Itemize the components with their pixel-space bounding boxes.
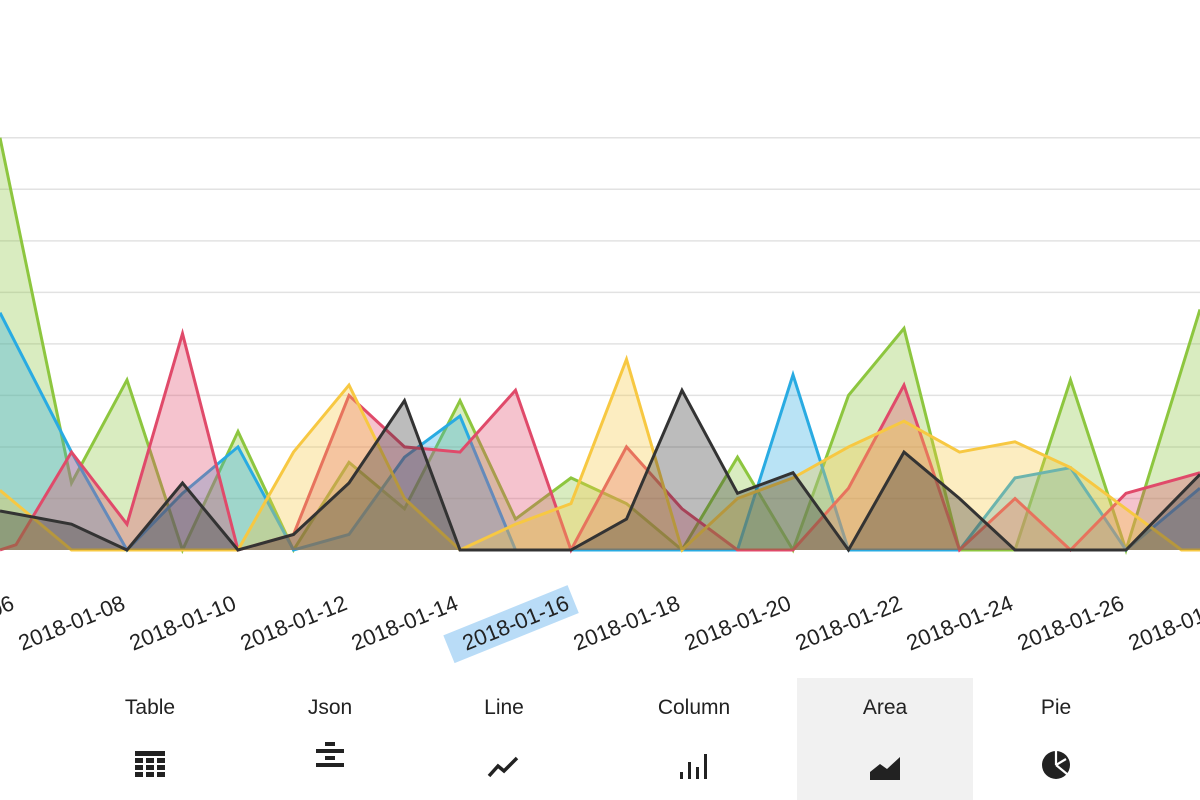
x-tick-label: 2018-01-22 <box>792 590 906 655</box>
x-tick-label: 2018-01-08 <box>15 590 129 655</box>
chart-canvas: 2018-01-062018-01-082018-01-102018-01-12… <box>0 137 1200 664</box>
series-3-line <box>0 354 1200 553</box>
series-4-area <box>0 390 1200 550</box>
series-2-line <box>0 327 1200 554</box>
x-tick-label: 2018-01-24 <box>903 590 1017 655</box>
series-1-line <box>0 312 1200 553</box>
pie-chart-icon <box>1042 751 1070 779</box>
x-tick-label: 2018-01-20 <box>681 590 795 655</box>
series-0-line <box>0 137 1200 555</box>
chart-type-toolbar: Table Json Line Column <box>0 678 1200 800</box>
series-1-area <box>0 312 1200 550</box>
x-tick-text: 2018-01-26 <box>1014 590 1128 655</box>
x-tick-text: 2018-01-18 <box>570 590 684 655</box>
series-4-line <box>0 386 1200 553</box>
series-3-area <box>0 359 1200 550</box>
x-tick-text: 2018-01-28 <box>1125 590 1200 655</box>
x-tick-text: 2018-01-12 <box>237 590 351 655</box>
x-tick-label: 2018-01-10 <box>126 590 240 655</box>
column-chart-icon <box>680 754 707 779</box>
x-axis: 2018-01-062018-01-082018-01-102018-01-12… <box>0 585 1200 664</box>
series-2-area <box>0 333 1200 550</box>
series-areas <box>0 137 1200 555</box>
x-tick-label: 2018-01-06 <box>0 590 17 655</box>
x-tick-text: 2018-01-10 <box>126 590 240 655</box>
x-tick-label: 2018-01-18 <box>570 590 684 655</box>
x-tick-text: 2018-01-08 <box>15 590 129 655</box>
column-button[interactable]: Column <box>606 678 782 800</box>
line-label: Line <box>484 696 524 719</box>
x-tick-text: 2018-01-22 <box>792 590 906 655</box>
pie-label: Pie <box>1040 696 1072 719</box>
area-button[interactable]: Area <box>797 678 973 800</box>
series-0-area <box>0 137 1200 551</box>
x-tick-label: 2018-01-12 <box>237 590 351 655</box>
json-label: Json <box>307 696 353 719</box>
table-icon <box>135 751 165 777</box>
table-label: Table <box>124 696 176 719</box>
column-label: Column <box>657 696 731 719</box>
pie-button[interactable]: Pie <box>968 678 1144 800</box>
x-tick-highlight <box>443 585 579 664</box>
x-tick-label: 2018-01-26 <box>1014 590 1128 655</box>
x-tick-text: 2018-01-24 <box>903 590 1017 655</box>
x-tick-text: 2018-01-14 <box>348 590 462 655</box>
json-button[interactable]: Json <box>242 678 418 800</box>
line-button[interactable]: Line <box>416 678 592 800</box>
table-button[interactable]: Table <box>62 678 238 800</box>
x-tick-label: 2018-01-16 <box>443 585 579 664</box>
area-label: Area <box>862 696 908 719</box>
x-tick-text: 2018-01-06 <box>0 590 17 655</box>
area-chart: 2018-01-06 2018-01-08 2018-01-10 2018-01-12… <box>0 137 1200 664</box>
x-tick-label: 2018-01-14 <box>348 590 462 655</box>
x-tick-text: 2018-01-20 <box>681 590 795 655</box>
line-chart-icon <box>487 756 519 778</box>
area-chart-icon <box>870 757 900 780</box>
grid-lines <box>0 137 1200 500</box>
json-icon <box>316 742 344 767</box>
x-tick-label: 2018-01-28 <box>1125 590 1200 655</box>
